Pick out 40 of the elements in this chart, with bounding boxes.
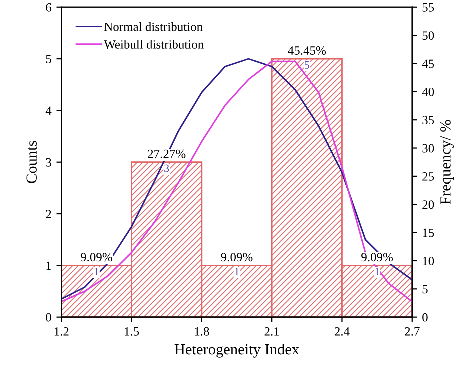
y2-tick-label: 40 <box>422 88 434 96</box>
annotation: 45.45% <box>288 46 326 56</box>
y-tick-label: 1 <box>46 262 52 270</box>
legend-label: Weibull distribution <box>104 40 204 49</box>
y2-tick-label: 20 <box>422 200 434 210</box>
data-label: 1 <box>94 268 99 276</box>
y2-axis-title: Frequency/ % <box>440 120 454 205</box>
y2-tick-label: 35 <box>422 116 434 125</box>
data-label: 1 <box>235 268 240 276</box>
x-axis-title: Heterogeneity Index <box>174 344 300 358</box>
y2-tick-label: 5 <box>422 285 428 294</box>
data-label: 1 <box>376 268 380 276</box>
y2-tick-label: 30 <box>422 144 434 153</box>
data-label: 5 <box>305 62 310 69</box>
y-tick-label: 0 <box>46 313 52 322</box>
annotation: 9.09% <box>362 253 394 262</box>
y-tick-label: 5 <box>46 55 52 64</box>
y2-tick-label: 0 <box>422 313 428 322</box>
annotation: 9.09% <box>80 253 112 262</box>
x-tick-label: 2.4 <box>334 327 350 336</box>
x-tick-label: 2.1 <box>264 327 280 336</box>
y2-tick-label: 15 <box>423 228 434 238</box>
y-tick-label: 6 <box>46 3 52 12</box>
y-tick-label: 2 <box>46 210 52 218</box>
y2-tick-label: 45 <box>422 60 434 68</box>
y-axis-title: Counts <box>26 141 37 184</box>
x-tick-label: 1.5 <box>125 327 140 336</box>
y2-tick-label: 50 <box>422 32 434 40</box>
y-tick-label: 4 <box>46 106 52 116</box>
data-label: 3 <box>164 164 170 172</box>
y2-tick-label: 10 <box>423 257 434 266</box>
x-tick-label: 2.7 <box>405 327 420 336</box>
x-tick-label: 1.8 <box>195 327 210 336</box>
y-tick-label: 3 <box>46 158 52 167</box>
y2-tick-label: 25 <box>422 172 434 181</box>
annotation: 9.09% <box>221 253 253 262</box>
legend-label: Normal distribution <box>104 22 203 32</box>
y2-tick-label: 55 <box>422 4 434 12</box>
x-tick-label: 1.2 <box>54 327 69 336</box>
annotation: 27.27% <box>148 150 186 158</box>
